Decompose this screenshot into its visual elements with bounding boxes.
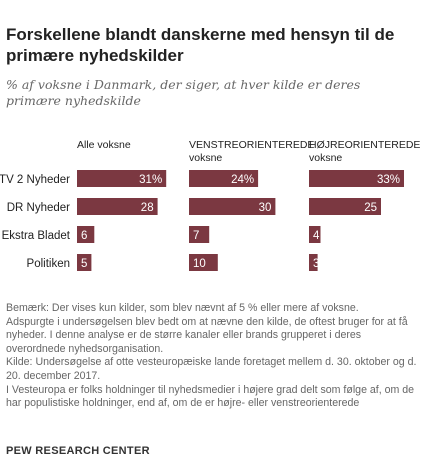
bar-value-label: 33% bbox=[377, 174, 400, 186]
bar-value-label: 31% bbox=[139, 174, 162, 186]
chart-title: Forskellene blandt danskerne med hensyn … bbox=[6, 25, 395, 65]
bar-value-label: 10 bbox=[193, 258, 206, 270]
category-label: DR Nyheder bbox=[7, 202, 70, 214]
source-label: PEW RESEARCH CENTER bbox=[6, 445, 150, 457]
bar bbox=[309, 254, 318, 271]
bar bbox=[189, 226, 210, 243]
bar-value-label: 5 bbox=[81, 258, 87, 270]
bar bbox=[77, 170, 167, 187]
note-line: I Vesteuropa er folks holdninger til nyh… bbox=[6, 383, 415, 410]
bar-value-label: 4 bbox=[313, 230, 320, 242]
category-label: TV 2 Nyheder bbox=[0, 174, 70, 186]
bar-value-label: 6 bbox=[81, 230, 87, 242]
column-header-line2: voksne bbox=[189, 152, 222, 164]
chart-notes: Bemærk: Der vises kun kilder, som blev n… bbox=[6, 302, 418, 411]
bar bbox=[309, 170, 404, 187]
bar-value-label: 25 bbox=[364, 202, 377, 214]
bar bbox=[77, 198, 158, 215]
bar bbox=[77, 254, 92, 271]
bar bbox=[189, 170, 259, 187]
column-header-line1: Alle voksne bbox=[77, 139, 131, 151]
category-label: Politiken bbox=[27, 258, 70, 270]
column-header-line2: voksne bbox=[309, 152, 342, 164]
bar bbox=[77, 226, 95, 243]
note-line: Bemærk: Der vises kun kilder, som blev n… bbox=[6, 302, 359, 314]
chart-subtitle: % af voksne i Danmark, der siger, at hve… bbox=[6, 77, 361, 108]
column-header-line1: VENSTREORIENTEREDE bbox=[189, 139, 314, 151]
category-label: Ekstra Bladet bbox=[2, 230, 71, 242]
bar-value-label: 3 bbox=[313, 258, 319, 270]
bar-value-label: 7 bbox=[193, 230, 199, 242]
bar-value-label: 28 bbox=[141, 202, 154, 214]
bar bbox=[189, 254, 218, 271]
bar-chart: Alle voksne VENSTREORIENTEREDEvoksneHØJRE… bbox=[0, 139, 420, 271]
bar bbox=[189, 198, 276, 215]
bar bbox=[309, 198, 381, 215]
column-header-line1: HØJREORIENTEREDE bbox=[309, 139, 420, 151]
bar-value-label: 24% bbox=[231, 174, 254, 186]
bar-value-label: 30 bbox=[259, 202, 272, 214]
bar bbox=[309, 226, 321, 243]
note-line: Adspurgte i undersøgelsen blev bedt om a… bbox=[6, 315, 408, 355]
note-line: Kilde: Undersøgelse af otte vesteuropæis… bbox=[6, 356, 417, 382]
